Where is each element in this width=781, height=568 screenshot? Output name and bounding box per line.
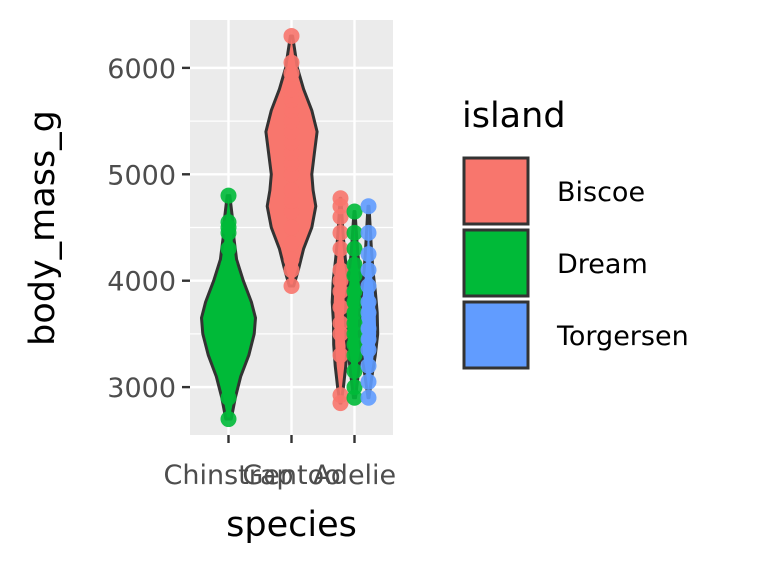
data-point xyxy=(283,278,300,295)
data-point xyxy=(360,320,377,337)
data-point xyxy=(360,262,377,279)
data-point xyxy=(332,262,349,279)
y-tick-label: 3000 xyxy=(107,373,176,404)
data-point xyxy=(220,389,237,406)
data-point xyxy=(360,246,377,263)
data-point xyxy=(220,187,237,204)
data-point xyxy=(360,373,377,390)
data-point xyxy=(360,357,377,374)
legend-swatch-biscoe xyxy=(462,156,530,226)
data-point xyxy=(332,347,349,364)
data-points xyxy=(220,27,377,428)
y-tick-label: 5000 xyxy=(107,160,176,191)
data-point xyxy=(332,190,349,207)
y-tick-label: 6000 xyxy=(107,54,176,85)
data-point xyxy=(332,224,349,241)
data-point xyxy=(360,293,377,310)
x-axis-title: species xyxy=(226,505,357,545)
data-point xyxy=(283,235,300,252)
data-point xyxy=(220,214,237,231)
data-point xyxy=(346,283,363,300)
data-point xyxy=(360,198,377,215)
data-point xyxy=(220,352,237,369)
legend-label-torgersen: Torgersen xyxy=(556,321,689,352)
y-tick-label: 4000 xyxy=(107,267,176,298)
data-point xyxy=(360,224,377,241)
data-point xyxy=(332,240,349,257)
data-point xyxy=(283,182,300,199)
legend-title: island xyxy=(462,96,566,136)
legend-swatch-torgersen xyxy=(462,300,530,370)
data-point xyxy=(332,315,349,332)
data-point xyxy=(346,240,363,257)
data-point xyxy=(283,219,300,236)
data-point xyxy=(283,251,300,268)
legend-label-dream: Dream xyxy=(557,249,648,280)
x-tick-label: Adelie xyxy=(313,460,396,491)
x-tick-label: Gentoo xyxy=(242,460,340,491)
data-point xyxy=(346,224,363,241)
legend-label-biscoe: Biscoe xyxy=(557,177,645,208)
data-point xyxy=(346,203,363,220)
data-point xyxy=(283,54,300,71)
y-axis-title: body_mass_g xyxy=(23,110,63,346)
data-point xyxy=(332,387,349,404)
legend-swatch-dream xyxy=(462,228,530,298)
data-point xyxy=(332,299,349,316)
data-point xyxy=(346,363,363,380)
data-point xyxy=(360,389,377,406)
data-point xyxy=(346,379,363,396)
data-point xyxy=(220,256,237,273)
data-point xyxy=(346,256,363,273)
legend: island Biscoe Dream Torgersen xyxy=(462,96,689,370)
data-point xyxy=(360,278,377,295)
data-point xyxy=(220,411,237,428)
data-point xyxy=(220,240,237,257)
data-point xyxy=(283,81,300,98)
data-point xyxy=(283,27,300,44)
data-point xyxy=(220,283,237,300)
x-tick-label: Chinstrap xyxy=(163,460,293,491)
